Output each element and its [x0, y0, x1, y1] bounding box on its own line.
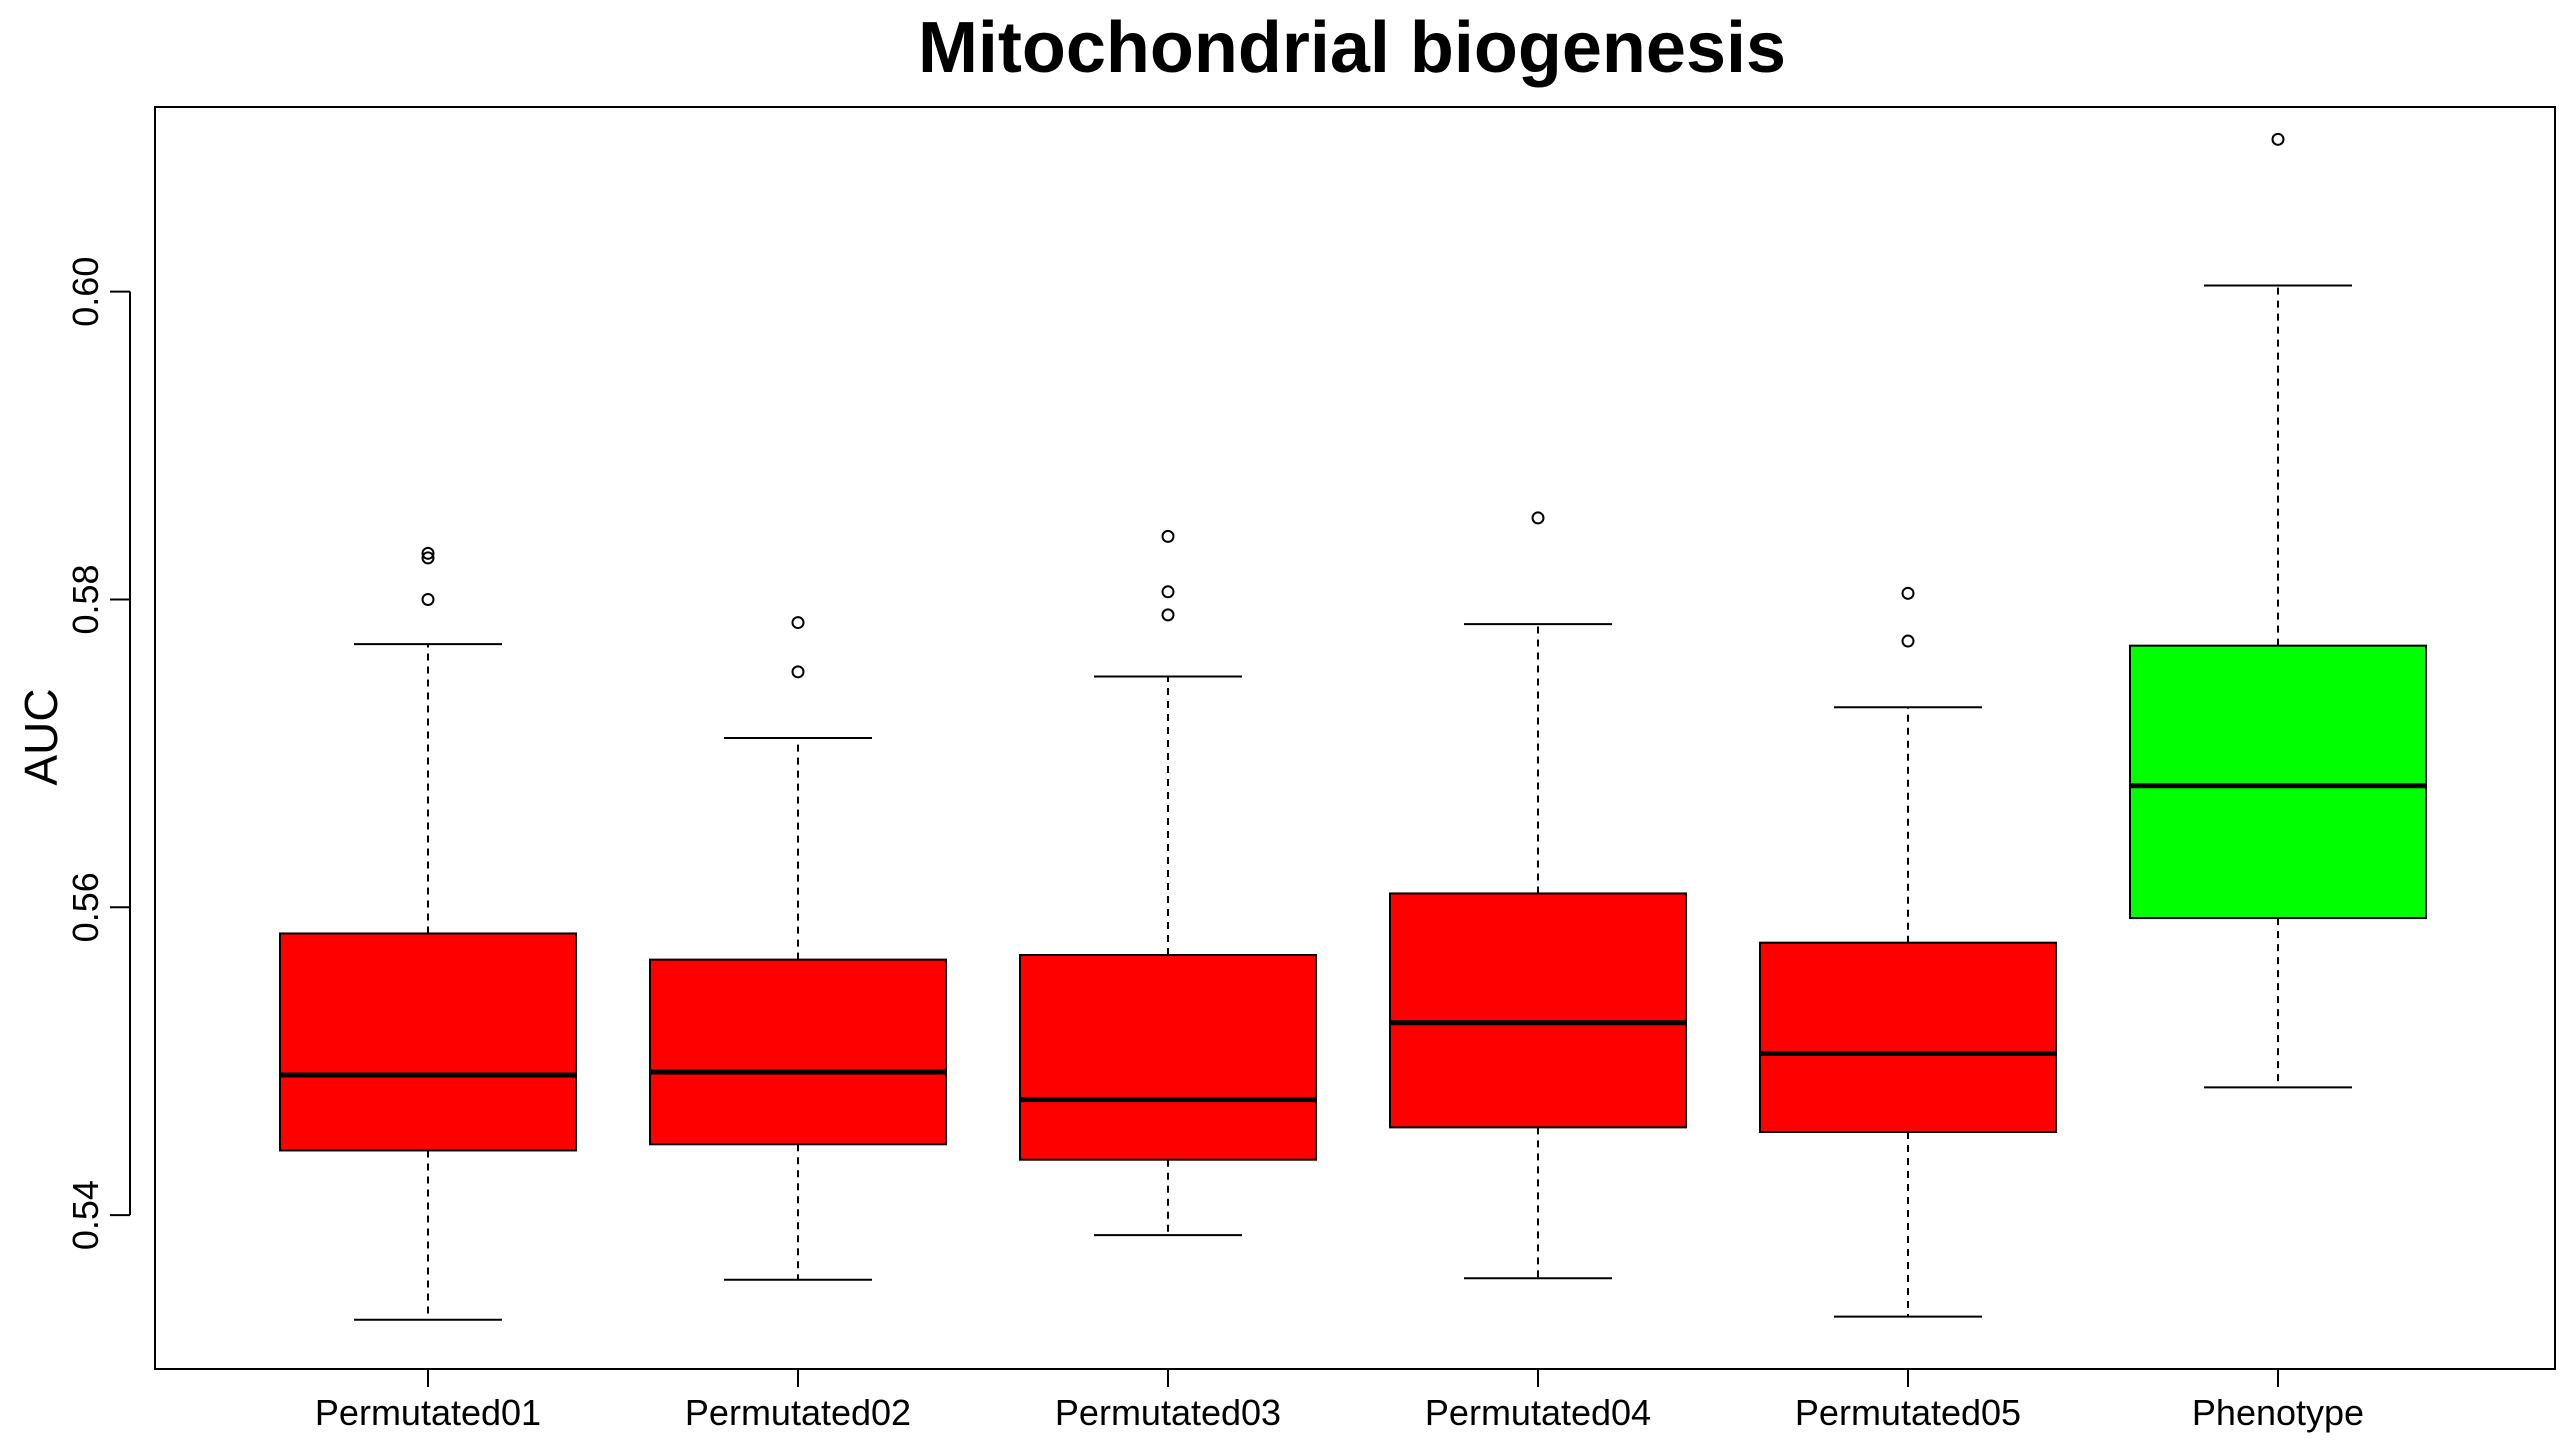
outlier-point	[1901, 586, 1915, 600]
outlier-point	[791, 665, 805, 679]
iqr-box	[1759, 941, 2057, 1133]
x-tick-label: Permutated02	[685, 1392, 911, 1433]
outlier-point	[2271, 132, 2285, 146]
y-tick-label: 0.56	[65, 872, 106, 942]
box-permutated02	[649, 616, 947, 1281]
iqr-box	[279, 932, 577, 1152]
y-axis: 0.54 0.56 0.58 0.60	[65, 257, 131, 1250]
chart-title: Mitochondrial biogenesis	[918, 8, 1786, 88]
box-permutated04	[1389, 511, 1687, 1280]
y-tick-label: 0.54	[65, 1180, 106, 1250]
outlier-point	[421, 551, 435, 565]
x-axis: Permutated01 Permutated02 Permutated03 Perm…	[315, 1368, 2364, 1433]
outlier-point	[1161, 608, 1175, 622]
x-tick-label: Permutated05	[1795, 1392, 2021, 1433]
boxes	[279, 132, 2427, 1321]
y-tick-label: 0.60	[65, 257, 106, 327]
box-permutated05	[1759, 586, 2057, 1318]
outlier-point	[1161, 585, 1175, 599]
iqr-box	[1389, 892, 1687, 1129]
outlier-point	[421, 546, 435, 560]
x-tick-label: Permutated01	[315, 1392, 541, 1433]
iqr-box	[1019, 954, 1317, 1161]
box-phenotype	[2129, 132, 2427, 1089]
iqr-box	[2129, 644, 2427, 920]
box-permutated01	[279, 546, 577, 1321]
x-tick-label: Permutated03	[1055, 1392, 1281, 1433]
outlier-point	[1531, 511, 1545, 525]
outlier-point	[791, 616, 805, 630]
iqr-box	[649, 958, 947, 1146]
outlier-point	[421, 592, 435, 606]
outlier-point	[1901, 634, 1915, 648]
box-permutated03	[1019, 529, 1317, 1237]
x-tick-label: Permutated04	[1425, 1392, 1651, 1433]
y-axis-label: AUC	[15, 688, 67, 785]
y-tick-label: 0.58	[65, 564, 106, 634]
x-tick-label: Phenotype	[2192, 1392, 2364, 1433]
outlier-point	[1161, 529, 1175, 543]
